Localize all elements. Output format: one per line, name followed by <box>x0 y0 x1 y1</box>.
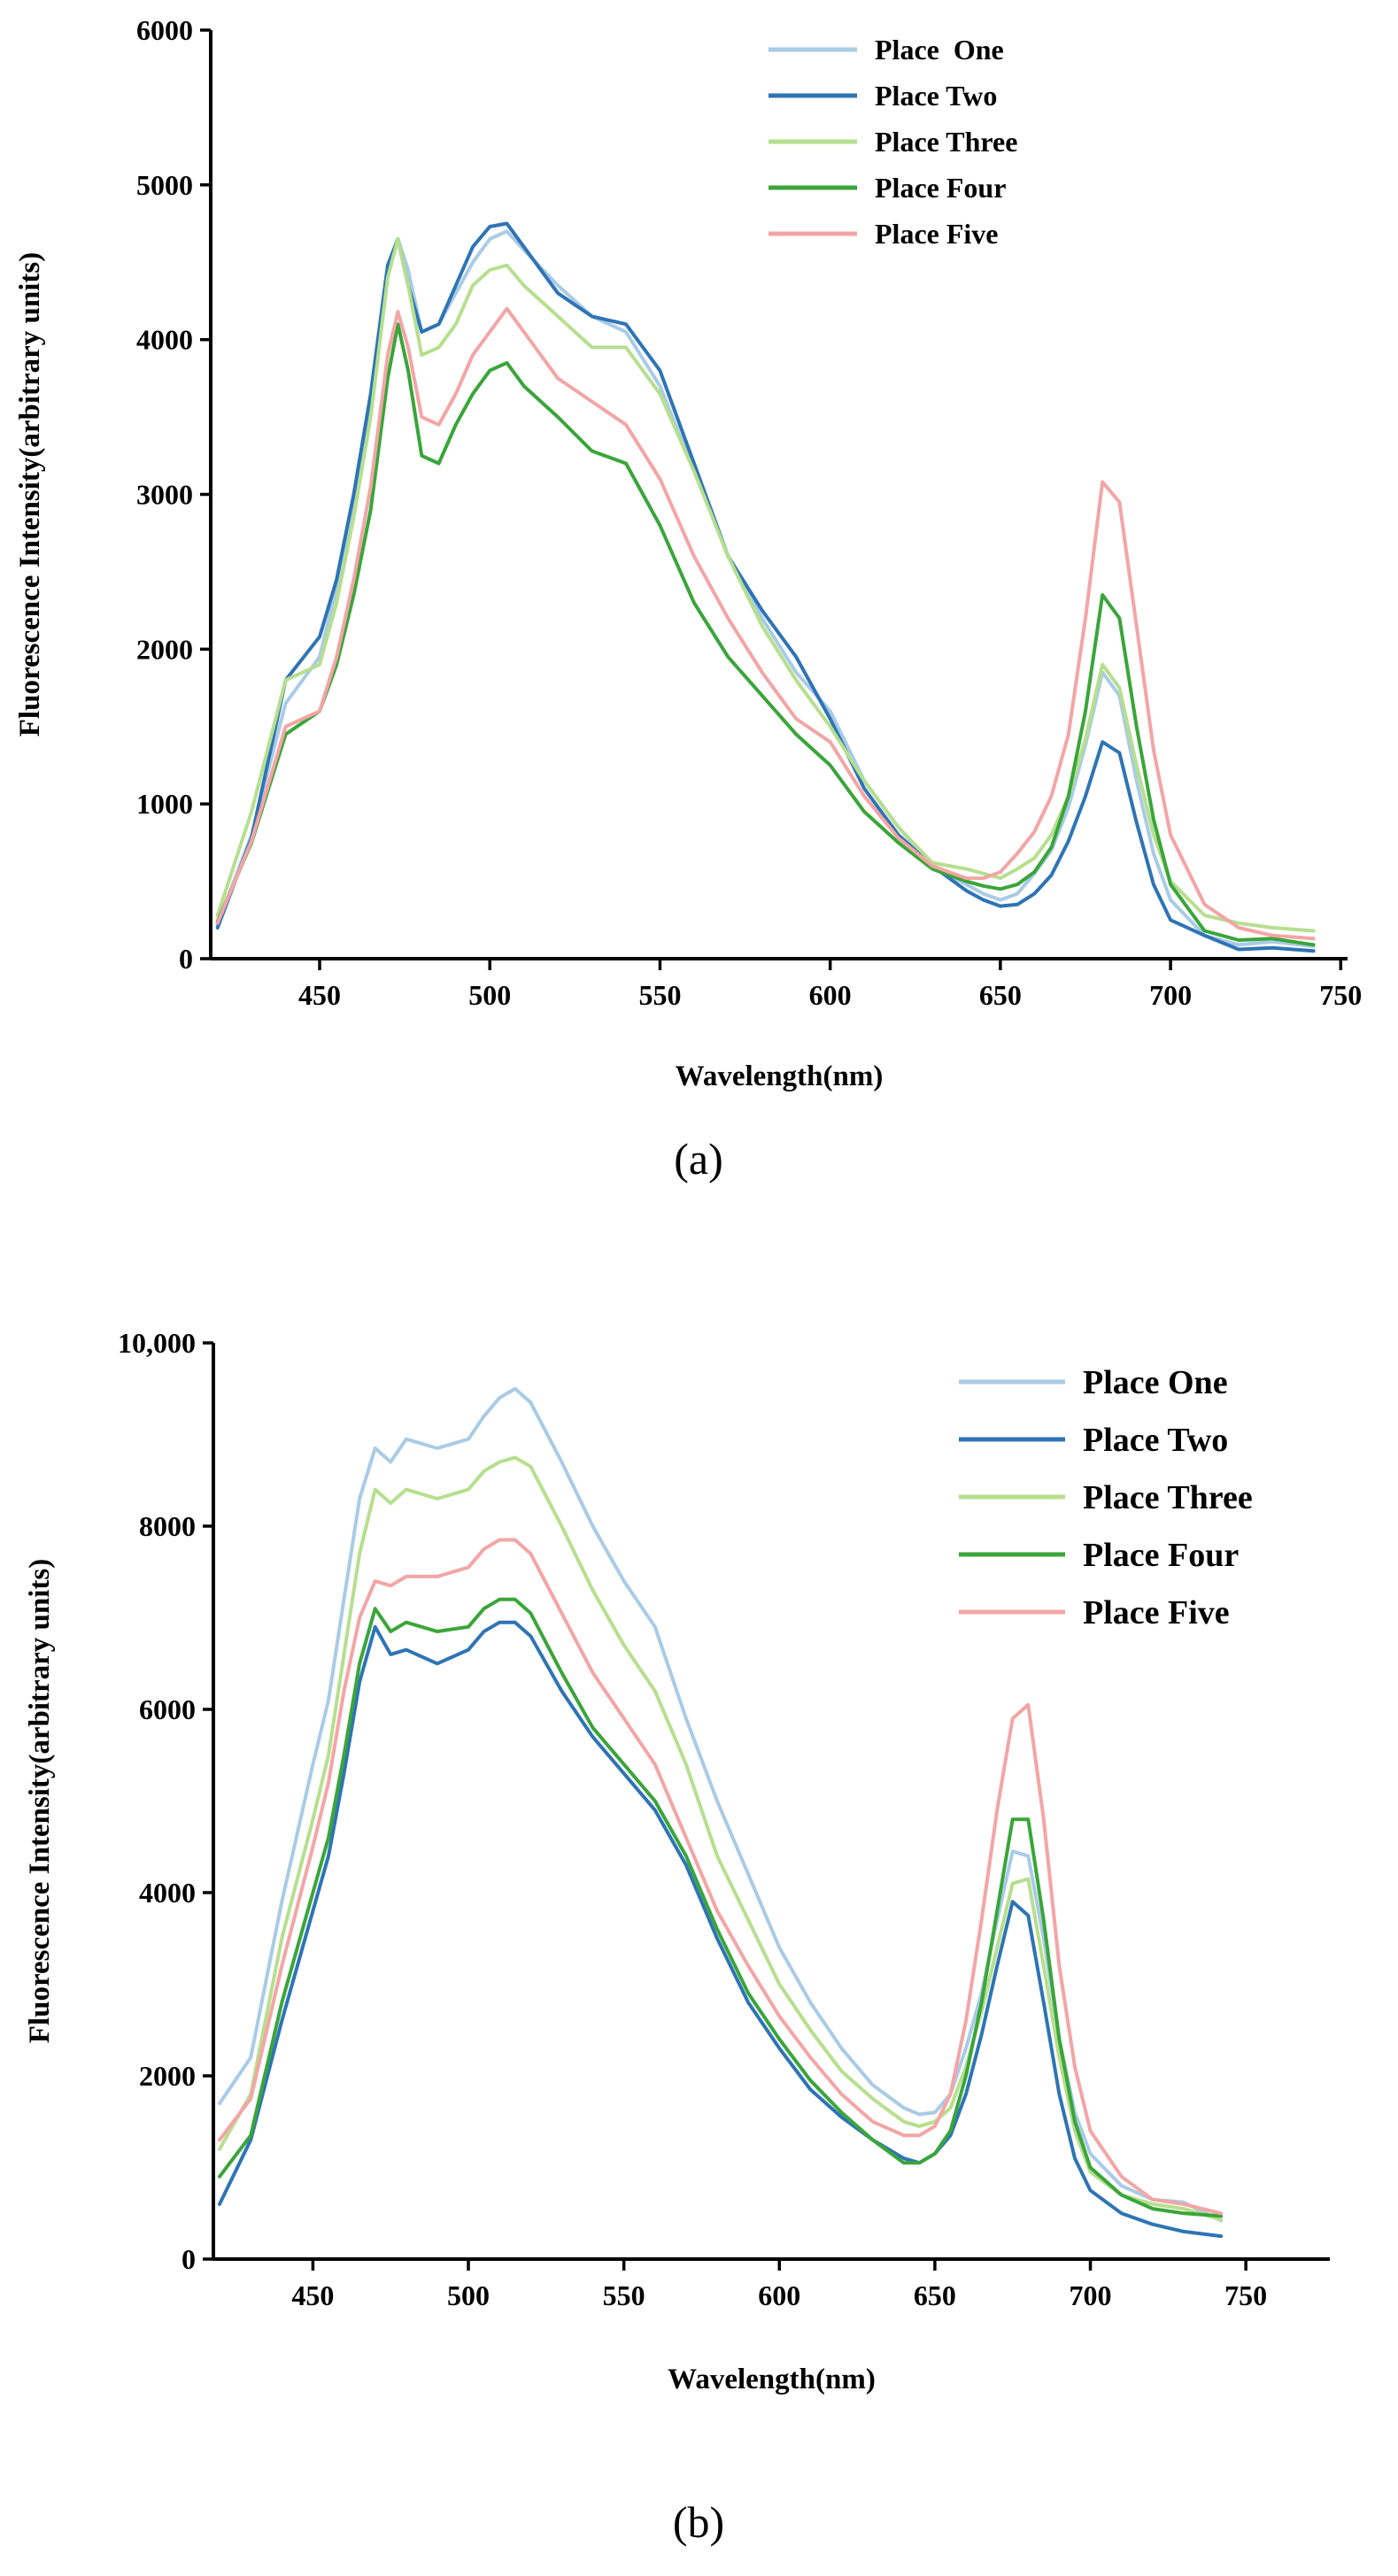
x-tick-label-a-3: 600 <box>809 979 852 1011</box>
x-tick-label-b-1: 500 <box>447 2279 490 2311</box>
y-tick-label-a-3: 3000 <box>136 479 193 511</box>
x-axis-title-a: Wavelength(nm) <box>676 1060 884 1092</box>
x-tick-label-a-0: 450 <box>298 979 341 1011</box>
x-tick-label-b-4: 650 <box>914 2279 956 2311</box>
series-line-b-5 <box>218 1538 1224 2216</box>
chart-panel-a: 0 1000 2000 3000 4000 5000 6000 450 500 550 600 650… <box>14 14 1362 1184</box>
legend-label-b-2: Place Two <box>1083 1422 1228 1459</box>
panel-label-b: (b) <box>673 2497 724 2547</box>
y-axis-title-a: Fluorescence Intensity(arbitrary units) <box>14 252 46 737</box>
y-tick-label-b-0: 0 <box>182 2243 196 2275</box>
y-tick-label-a-1: 1000 <box>136 788 193 820</box>
y-tick-label-a-5: 5000 <box>136 169 193 201</box>
series-line-a-4 <box>215 322 1316 947</box>
legend-label-b-1: Place One <box>1083 1364 1228 1401</box>
series-line-a-5 <box>215 306 1316 941</box>
series-line-b-4 <box>218 1597 1224 2218</box>
y-tick-label-a-6: 6000 <box>136 14 193 46</box>
y-tick-label-b-5: 10,000 <box>118 1327 196 1359</box>
chart-panel-b: 0 2000 4000 6000 8000 10,000 450 500 550 600 650 70… <box>24 1327 1330 2547</box>
y-tick-label-a-0: 0 <box>179 943 193 975</box>
x-axis-title-b: Wavelength(nm) <box>668 2364 876 2395</box>
x-tick-label-b-2: 550 <box>603 2279 645 2311</box>
y-tick-label-b-1: 2000 <box>139 2060 196 2092</box>
y-tick-label-b-2: 4000 <box>139 1877 196 1909</box>
x-tick-label-a-4: 650 <box>979 979 1022 1011</box>
x-tick-label-a-6: 750 <box>1319 979 1362 1011</box>
series-line-b-1 <box>218 1386 1224 2223</box>
series-line-b-2 <box>218 1620 1224 2239</box>
y-tick-label-b-4: 8000 <box>139 1510 196 1542</box>
legend-label-a-5: Place Five <box>875 218 998 250</box>
x-tick-label-a-2: 550 <box>638 979 681 1011</box>
x-tick-label-a-5: 700 <box>1149 979 1192 1011</box>
x-tick-label-a-1: 500 <box>468 979 511 1011</box>
legend-label-a-1: Place One <box>875 34 1004 66</box>
legend-label-b-5: Place Five <box>1083 1594 1230 1631</box>
legend-label-a-2: Place Two <box>875 80 997 112</box>
legend-label-a-4: Place Four <box>875 172 1006 204</box>
x-tick-label-b-3: 600 <box>758 2279 800 2311</box>
legend-label-a-3: Place Three <box>875 126 1017 158</box>
x-tick-label-b-5: 700 <box>1070 2279 1112 2311</box>
series-line-b-3 <box>218 1455 1224 2222</box>
x-tick-label-b-0: 450 <box>291 2279 334 2311</box>
x-tick-label-b-6: 750 <box>1224 2279 1267 2311</box>
y-tick-label-b-3: 6000 <box>139 1693 196 1725</box>
y-tick-label-a-4: 4000 <box>136 324 193 356</box>
y-axis-title-b: Fluorescence Intensity(arbitrary units) <box>24 1559 56 2043</box>
y-tick-label-a-2: 2000 <box>136 633 193 665</box>
legend-label-b-4: Place Four <box>1083 1537 1239 1574</box>
panel-label-a: (a) <box>674 1134 723 1184</box>
series-line-a-3 <box>215 237 1316 933</box>
legend-label-b-3: Place Three <box>1083 1479 1253 1516</box>
